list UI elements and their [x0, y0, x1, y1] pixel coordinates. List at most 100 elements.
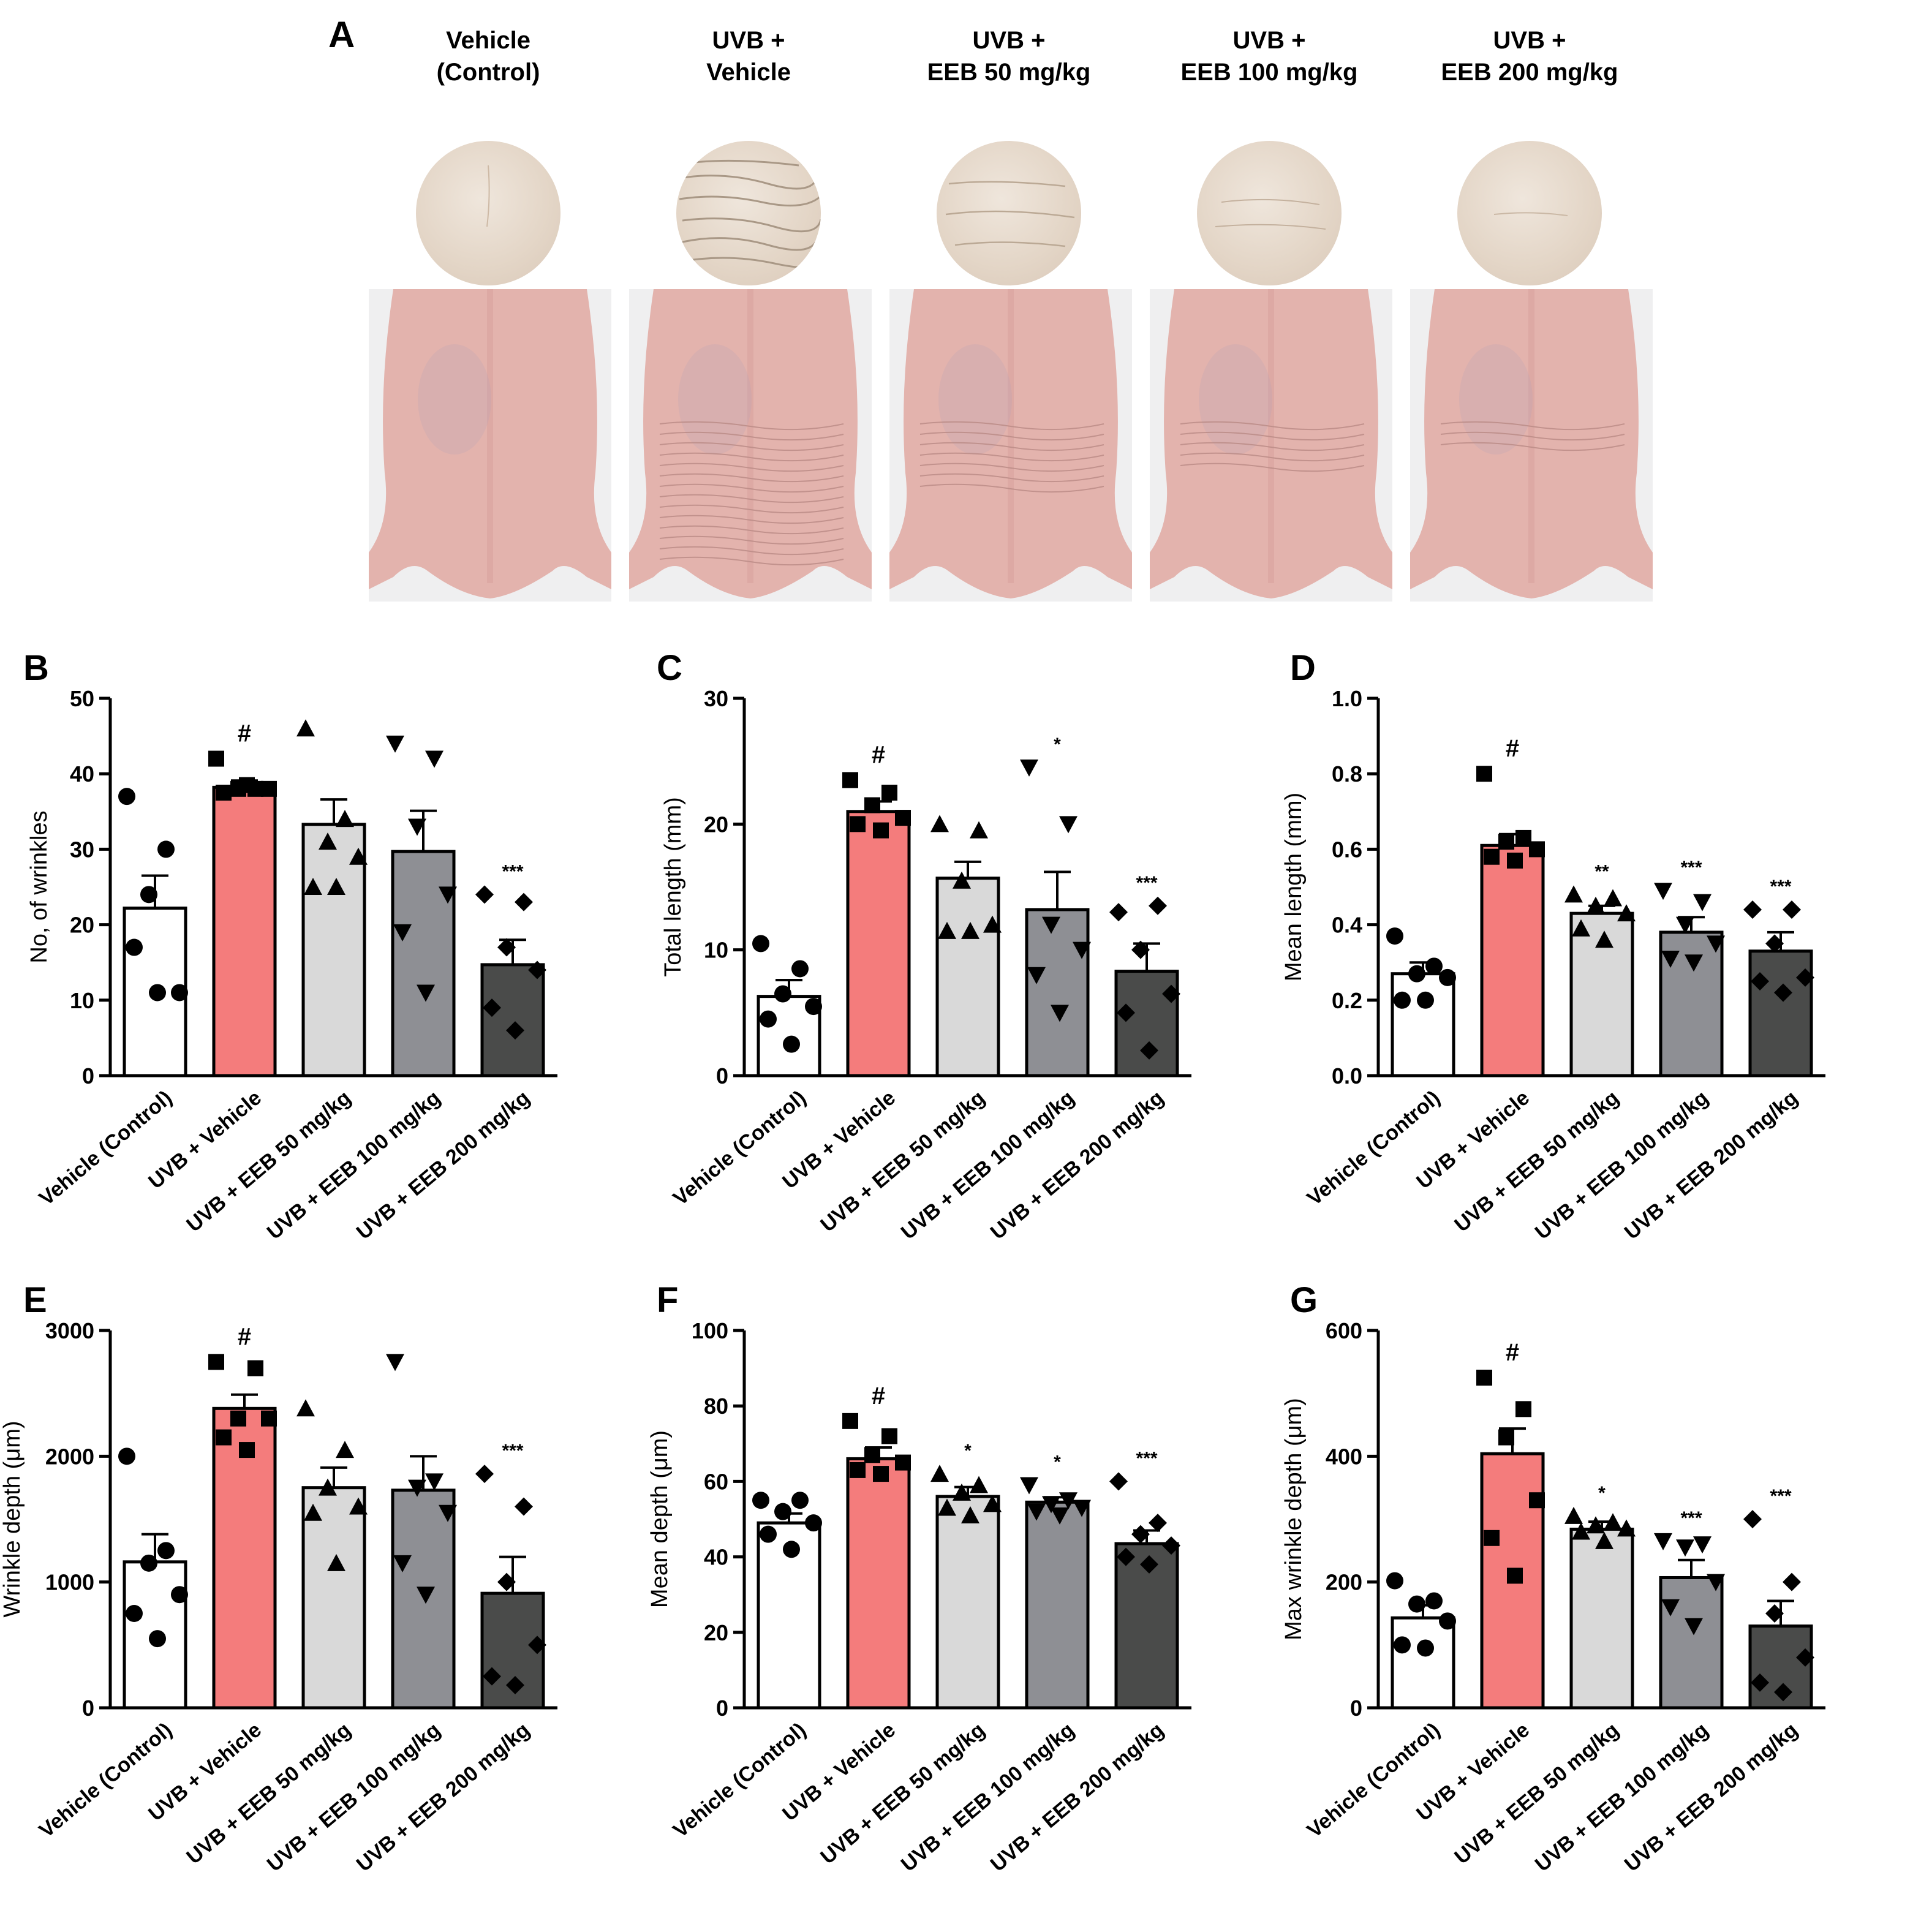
category-label: Vehicle (Control) [1303, 1086, 1444, 1210]
data-point [1386, 1572, 1403, 1590]
y-tick-label: 80 [704, 1394, 728, 1419]
y-tick-label: 0 [82, 1696, 94, 1721]
y-tick-label: 2000 [45, 1444, 94, 1469]
data-point [140, 1554, 157, 1572]
data-point [349, 847, 368, 865]
bar [1114, 970, 1179, 1077]
data-point [774, 1503, 791, 1520]
category-label: UVB + EEB 100 mg/kg [897, 1718, 1079, 1876]
column-title-control: Vehicle (Control) [436, 27, 540, 86]
mouse-body [369, 289, 611, 598]
skin-wrinkle-line [659, 525, 844, 535]
skin-wrinkle-line [1440, 431, 1625, 441]
data-point [506, 1676, 524, 1695]
y-tick-label: 40 [70, 761, 94, 787]
vein-shadow [938, 344, 1012, 455]
data-point [336, 1441, 354, 1458]
panel-label-e: E [23, 1280, 47, 1320]
skin-replica-eeb50 [937, 141, 1081, 285]
significance-marker: # [1506, 1339, 1519, 1366]
data-point [1564, 885, 1583, 903]
data-point [261, 780, 277, 797]
data-point [1073, 1500, 1091, 1517]
significance-marker: *** [1770, 1486, 1791, 1506]
data-point [842, 772, 858, 788]
significance-marker: *** [1136, 1448, 1157, 1468]
category-label: UVB + EEB 200 mg/kg [352, 1718, 534, 1876]
bar [846, 1457, 911, 1710]
skin-wrinkle-line [919, 442, 1104, 451]
category-label: UVB + EEB 50 mg/kg [1450, 1718, 1623, 1869]
significance-marker: # [1506, 735, 1519, 762]
significance-marker: # [872, 1383, 885, 1409]
significance-marker: # [238, 720, 251, 747]
category-label: Vehicle (Control) [669, 1086, 810, 1210]
y-tick-label: 0.6 [1332, 837, 1362, 862]
y-tick-label: 0.8 [1332, 761, 1362, 787]
y-tick-label: 0.2 [1332, 988, 1362, 1013]
data-point [1394, 1636, 1411, 1654]
category-label: UVB + EEB 200 mg/kg [352, 1086, 534, 1244]
data-point [1654, 1533, 1672, 1550]
data-point [386, 1354, 404, 1372]
data-point [1661, 951, 1680, 968]
skin-wrinkle-line [1440, 421, 1625, 431]
data-point [1117, 1547, 1135, 1566]
significance-marker: * [1598, 1483, 1606, 1503]
data-point [1051, 1507, 1069, 1525]
data-point [1693, 1536, 1712, 1554]
skin-wrinkle-line [659, 483, 844, 493]
category-label: UVB + EEB 50 mg/kg [816, 1718, 989, 1869]
data-point [1529, 1492, 1545, 1509]
significance-marker: *** [1680, 1508, 1702, 1528]
data-point [386, 735, 404, 753]
data-point [895, 1454, 911, 1471]
mouse-photo-control [369, 289, 611, 602]
data-point [393, 924, 412, 941]
skin-wrinkle-line [659, 494, 844, 504]
column-eeb50: UVB + EEB 50 mg/kg [886, 25, 1131, 285]
mouse-photo-eeb100 [1150, 289, 1392, 602]
data-point [1042, 916, 1060, 934]
data-point [895, 810, 911, 826]
chart-panel-f: F 0 20 40 60 80 100 Mean depth (μm) Vehicle (Con… [647, 1280, 1191, 1876]
data-point [126, 938, 143, 956]
data-point [961, 1506, 979, 1523]
y-tick-label: 0.0 [1332, 1063, 1362, 1089]
vein-shadow [678, 344, 752, 455]
category-label: UVB + EEB 100 mg/kg [897, 1086, 1079, 1244]
data-point [1765, 934, 1784, 953]
data-point [1394, 991, 1411, 1009]
vein-shadow [418, 344, 491, 455]
data-point [1751, 1673, 1769, 1692]
data-point [149, 984, 166, 1002]
data-point [881, 1428, 897, 1444]
data-point [953, 871, 971, 889]
column-control: Vehicle (Control) [366, 25, 611, 285]
category-label: UVB + EEB 100 mg/kg [1531, 1086, 1713, 1244]
category-label: UVB + EEB 100 mg/kg [263, 1086, 445, 1244]
y-tick-label: 10 [70, 988, 94, 1013]
data-point [1131, 1525, 1150, 1544]
mouse-body [889, 289, 1132, 598]
data-point [239, 777, 255, 793]
mouse-body [1410, 289, 1653, 598]
bar [846, 810, 911, 1077]
data-point [149, 1630, 166, 1648]
bar [1391, 972, 1455, 1077]
column-eeb100: UVB + EEB 100 mg/kg [1147, 25, 1392, 285]
data-point [1027, 1503, 1046, 1521]
chart-panel-g: G 0 200 400 600 Max wrinkle depth (μm) Vehicle… [1281, 1280, 1825, 1876]
data-point [970, 821, 988, 839]
data-point [408, 1479, 426, 1497]
category-label: UVB + EEB 100 mg/kg [1531, 1718, 1713, 1876]
data-point [336, 810, 354, 828]
bar [1391, 1616, 1455, 1710]
y-tick-label: 20 [704, 812, 728, 837]
data-point [1059, 1492, 1077, 1510]
panel-label-f: F [657, 1280, 678, 1320]
skin-wrinkle-line [1180, 442, 1365, 451]
data-point [1149, 896, 1167, 915]
data-point [506, 1021, 524, 1040]
data-point [1604, 889, 1622, 907]
